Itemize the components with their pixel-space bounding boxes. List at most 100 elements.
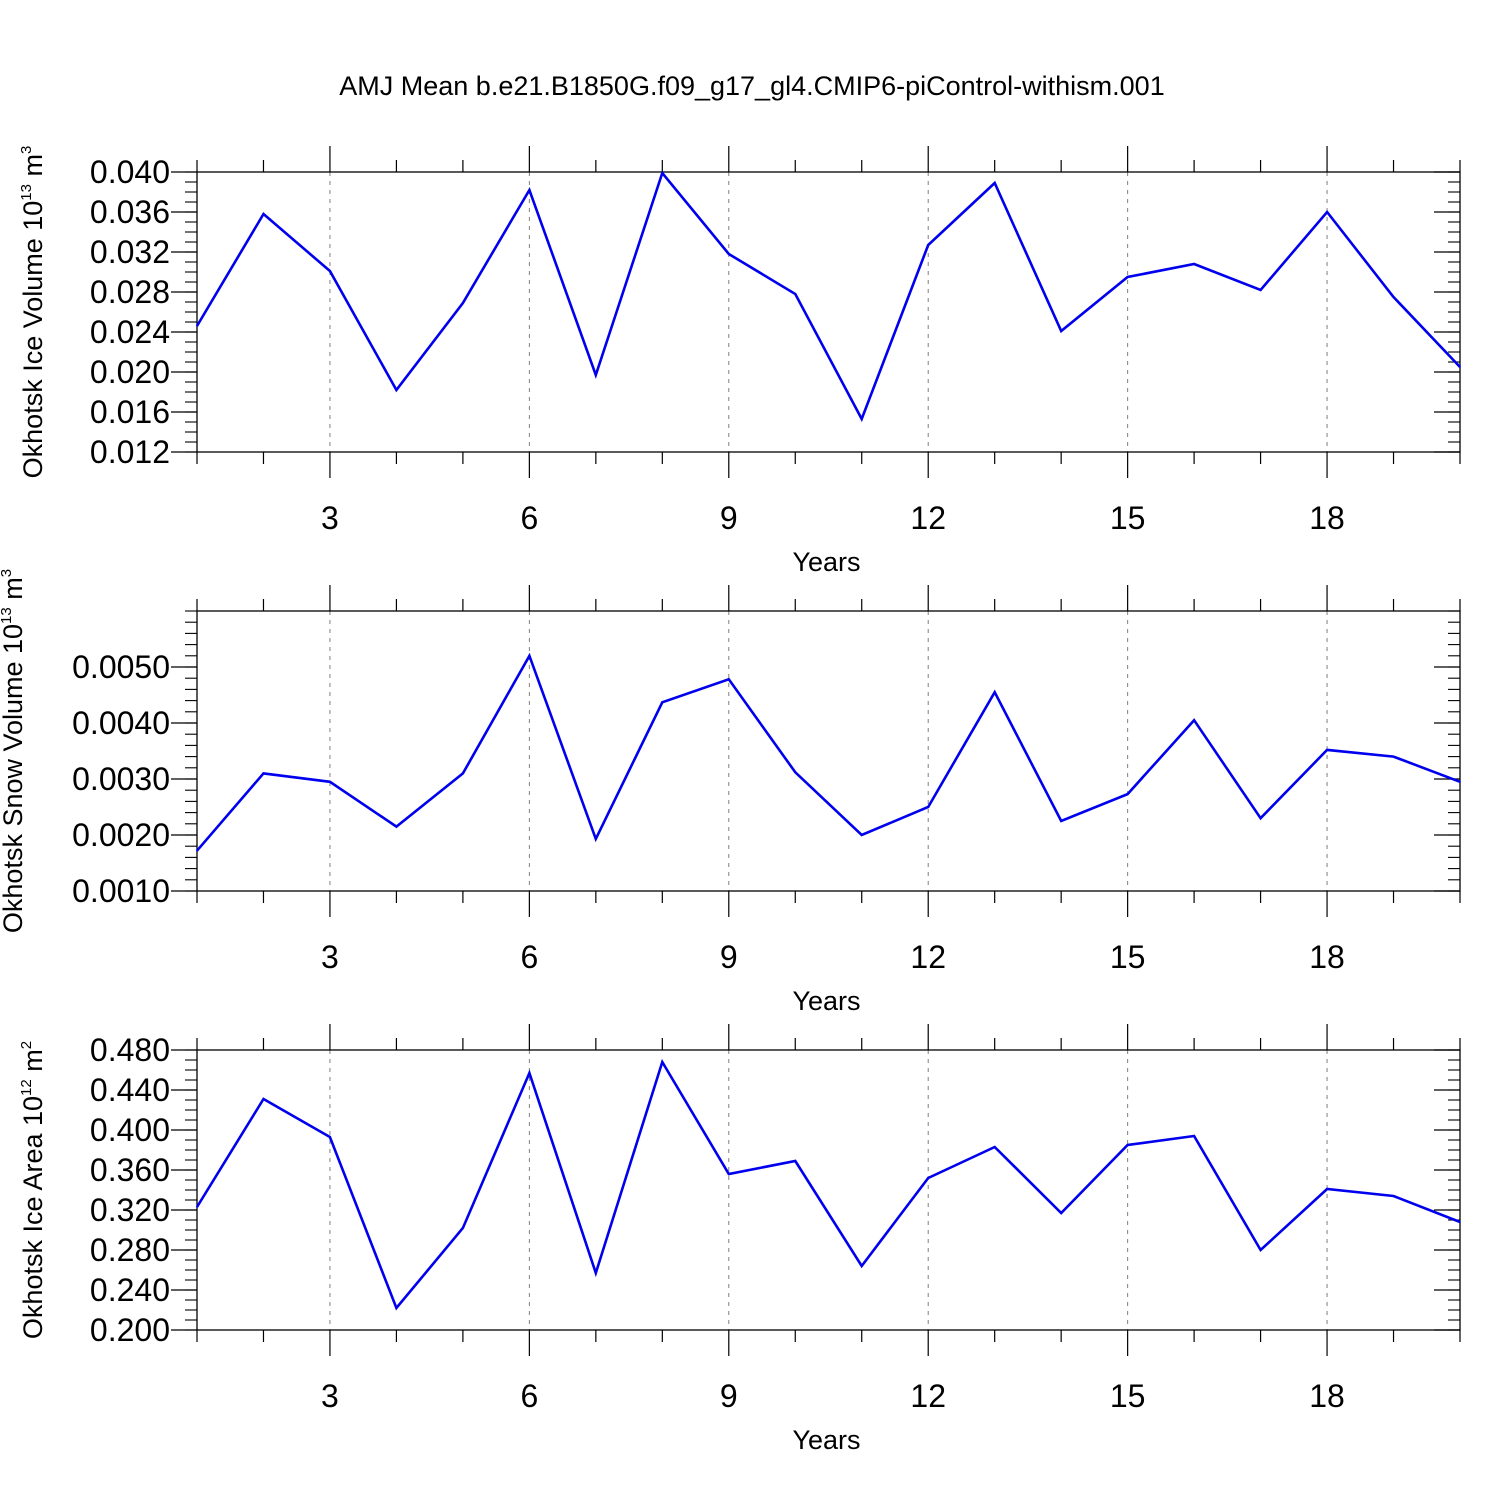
y-tick-label: 0.360 <box>90 1152 170 1188</box>
data-point <box>1060 820 1062 822</box>
y-axis-label-superscript: 3 <box>0 569 15 577</box>
y-axis-label-part: m <box>18 154 48 184</box>
data-point <box>927 1177 930 1179</box>
data-point <box>993 691 996 693</box>
y-axis-label-part: Okhotsk Ice Area 10 <box>18 1096 48 1339</box>
data-point <box>1392 296 1395 298</box>
plot-frame <box>196 610 1461 892</box>
data-point <box>262 1098 265 1100</box>
chart-title: AMJ Mean b.e21.B1850G.f09_g17_gl4.CMIP6-… <box>339 71 1164 101</box>
data-point <box>727 253 730 255</box>
y-axis-label-superscript: 2 <box>18 1041 35 1049</box>
data-point <box>1060 330 1062 332</box>
y-tick-label: 0.0030 <box>72 761 170 797</box>
data-point <box>395 389 398 391</box>
data-point <box>993 182 996 184</box>
y-axis-label: Okhotsk Ice Volume 1013 m3 <box>18 146 48 479</box>
y-axis-label-part: Okhotsk Snow Volume 10 <box>0 624 28 933</box>
x-tick-label: 15 <box>1110 1378 1146 1414</box>
series-line <box>195 170 1461 423</box>
chart-panel-2: 0.0010 0.0020 0.0030 0.0040 0.0050 3 6 9 12 15 18 Y… <box>0 569 1461 1016</box>
series-line <box>195 1058 1461 1311</box>
x-tick-label: 9 <box>720 500 738 536</box>
y-tick-label: 0.012 <box>90 434 170 470</box>
y-tick-label: 0.032 <box>90 234 170 270</box>
data-point <box>794 293 797 295</box>
data-point <box>1459 1221 1461 1223</box>
data-point <box>262 213 265 215</box>
x-tick-label: 9 <box>720 939 738 975</box>
data-point <box>794 1160 797 1162</box>
data-point <box>1392 1195 1395 1197</box>
y-axis-label-superscript: 12 <box>18 1079 35 1096</box>
y-tick-label: 0.028 <box>90 274 170 310</box>
x-tick-label: 18 <box>1309 939 1345 975</box>
data-point <box>1459 366 1461 368</box>
x-tick-label: 15 <box>1110 500 1146 536</box>
data-point <box>1326 1188 1328 1190</box>
data-point <box>1326 211 1328 213</box>
y-axis-label-part: m <box>18 1049 48 1079</box>
data-point <box>1326 749 1328 751</box>
y-tick-label: 0.024 <box>90 314 170 350</box>
y-axis-label-part: Okhotsk Ice Volume 10 <box>18 201 48 479</box>
data-point <box>528 1072 531 1074</box>
x-tick-label: 12 <box>910 939 946 975</box>
data-point <box>1193 263 1195 265</box>
data-point <box>462 302 464 304</box>
x-tick-label: 18 <box>1309 500 1345 536</box>
data-point <box>462 772 464 775</box>
y-axis-label-part: m <box>0 577 28 607</box>
x-tick-label: 9 <box>720 1378 738 1414</box>
y-tick-label: 0.0050 <box>72 649 170 685</box>
data-point <box>395 1307 398 1309</box>
data-point <box>661 1061 664 1063</box>
y-tick-label: 0.036 <box>90 194 170 230</box>
x-tick-label: 18 <box>1309 1378 1345 1414</box>
x-tick-label: 3 <box>321 500 339 536</box>
data-point <box>329 270 331 272</box>
y-tick-label: 0.400 <box>90 1112 170 1148</box>
y-tick-label: 0.016 <box>90 394 170 430</box>
y-axis-label: Okhotsk Snow Volume 1013 m3 <box>0 569 28 933</box>
data-point <box>262 772 265 775</box>
y-tick-label: 0.0010 <box>72 873 170 909</box>
y-tick-label: 0.480 <box>90 1032 170 1068</box>
data-point <box>860 1265 863 1267</box>
x-tick-label: 6 <box>520 1378 538 1414</box>
data-point <box>1193 719 1195 721</box>
data-point <box>927 806 930 808</box>
y-tick-label: 0.440 <box>90 1072 170 1108</box>
data-point <box>927 244 930 246</box>
data-point <box>1392 755 1395 758</box>
y-tick-label: 0.240 <box>90 1272 170 1308</box>
y-tick-label: 0.0020 <box>72 817 170 853</box>
panels: 0.012 0.016 0.020 0.024 0.028 0.032 0.036 0.040… <box>0 146 1461 1455</box>
y-tick-label: 0.0040 <box>72 705 170 741</box>
data-point <box>528 655 531 657</box>
y-axis-label: Okhotsk Ice Area 1012 m2 <box>18 1041 48 1339</box>
data-point <box>727 678 730 681</box>
x-axis-label: Years <box>792 986 860 1016</box>
data-point <box>329 1136 331 1138</box>
data-point <box>860 834 863 836</box>
x-axis-label: Years <box>792 1425 860 1455</box>
data-point <box>528 189 531 191</box>
data-point <box>860 418 863 420</box>
plot-frame <box>196 1049 1461 1331</box>
y-tick-label: 0.200 <box>90 1312 170 1348</box>
x-tick-label: 12 <box>910 500 946 536</box>
chart-panel-1: 0.012 0.016 0.020 0.024 0.028 0.032 0.036 0.040… <box>18 146 1461 577</box>
data-point <box>595 1272 597 1274</box>
data-point <box>196 1206 198 1208</box>
data-point <box>595 838 597 840</box>
x-tick-label: 12 <box>910 1378 946 1414</box>
data-point <box>993 1146 996 1148</box>
y-tick-label: 0.020 <box>90 354 170 390</box>
data-point <box>1259 1249 1262 1251</box>
data-point <box>1459 781 1461 783</box>
y-axis-label-superscript: 13 <box>0 607 15 624</box>
x-axis-label: Years <box>792 547 860 577</box>
data-point <box>1259 289 1262 291</box>
